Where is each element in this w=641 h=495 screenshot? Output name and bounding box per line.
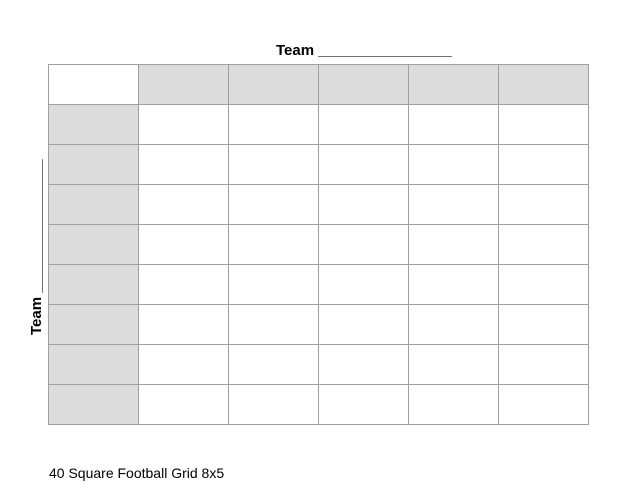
grid-square xyxy=(408,184,499,225)
grid-corner-cell xyxy=(48,64,139,105)
grid-square xyxy=(408,264,499,305)
column-score-cell xyxy=(318,64,409,105)
column-score-cell xyxy=(228,64,319,105)
grid-square xyxy=(498,104,589,145)
grid-square xyxy=(138,224,229,265)
grid-square xyxy=(138,144,229,185)
grid-square xyxy=(498,264,589,305)
grid-square xyxy=(498,144,589,185)
top-team-label: Team ________________ xyxy=(276,42,452,59)
grid-square xyxy=(498,384,589,425)
grid-square xyxy=(138,344,229,385)
grid-row xyxy=(48,224,589,265)
grid-square xyxy=(228,104,319,145)
grid-square xyxy=(318,184,409,225)
grid-square xyxy=(318,304,409,345)
row-score-cell xyxy=(48,184,139,225)
grid-square xyxy=(228,224,319,265)
grid-square xyxy=(138,264,229,305)
column-score-cell xyxy=(408,64,499,105)
row-score-cell xyxy=(48,344,139,385)
grid-square xyxy=(318,384,409,425)
row-score-cell xyxy=(48,264,139,305)
grid-square xyxy=(498,184,589,225)
grid-square xyxy=(228,144,319,185)
grid-square xyxy=(408,344,499,385)
grid-square xyxy=(138,384,229,425)
grid-square xyxy=(138,184,229,225)
grid-row xyxy=(48,184,589,225)
grid-square xyxy=(408,224,499,265)
side-team-label: Team ________________ xyxy=(28,159,45,335)
row-score-cell xyxy=(48,104,139,145)
grid-square xyxy=(138,104,229,145)
grid-square xyxy=(318,344,409,385)
grid-square xyxy=(408,384,499,425)
grid-square xyxy=(318,224,409,265)
column-score-cell xyxy=(498,64,589,105)
grid-row xyxy=(48,344,589,385)
grid-row xyxy=(48,384,589,425)
row-score-cell xyxy=(48,144,139,185)
grid-square xyxy=(228,344,319,385)
grid-square xyxy=(498,224,589,265)
row-score-cell xyxy=(48,224,139,265)
grid-square xyxy=(318,144,409,185)
grid-square xyxy=(408,144,499,185)
grid-row xyxy=(48,104,589,145)
grid-square xyxy=(228,184,319,225)
footer-caption: 40 Square Football Grid 8x5 xyxy=(49,465,225,481)
grid-square xyxy=(408,304,499,345)
grid-square xyxy=(318,104,409,145)
football-grid xyxy=(48,64,589,425)
grid-square xyxy=(228,304,319,345)
grid-square xyxy=(408,104,499,145)
grid-header-row xyxy=(48,64,589,105)
grid-square xyxy=(498,304,589,345)
grid-row xyxy=(48,304,589,345)
grid-square xyxy=(498,344,589,385)
grid-row xyxy=(48,144,589,185)
column-score-cell xyxy=(138,64,229,105)
grid-square xyxy=(228,384,319,425)
grid-square xyxy=(318,264,409,305)
row-score-cell xyxy=(48,384,139,425)
grid-row xyxy=(48,264,589,305)
row-score-cell xyxy=(48,304,139,345)
grid-square xyxy=(138,304,229,345)
grid-square xyxy=(228,264,319,305)
